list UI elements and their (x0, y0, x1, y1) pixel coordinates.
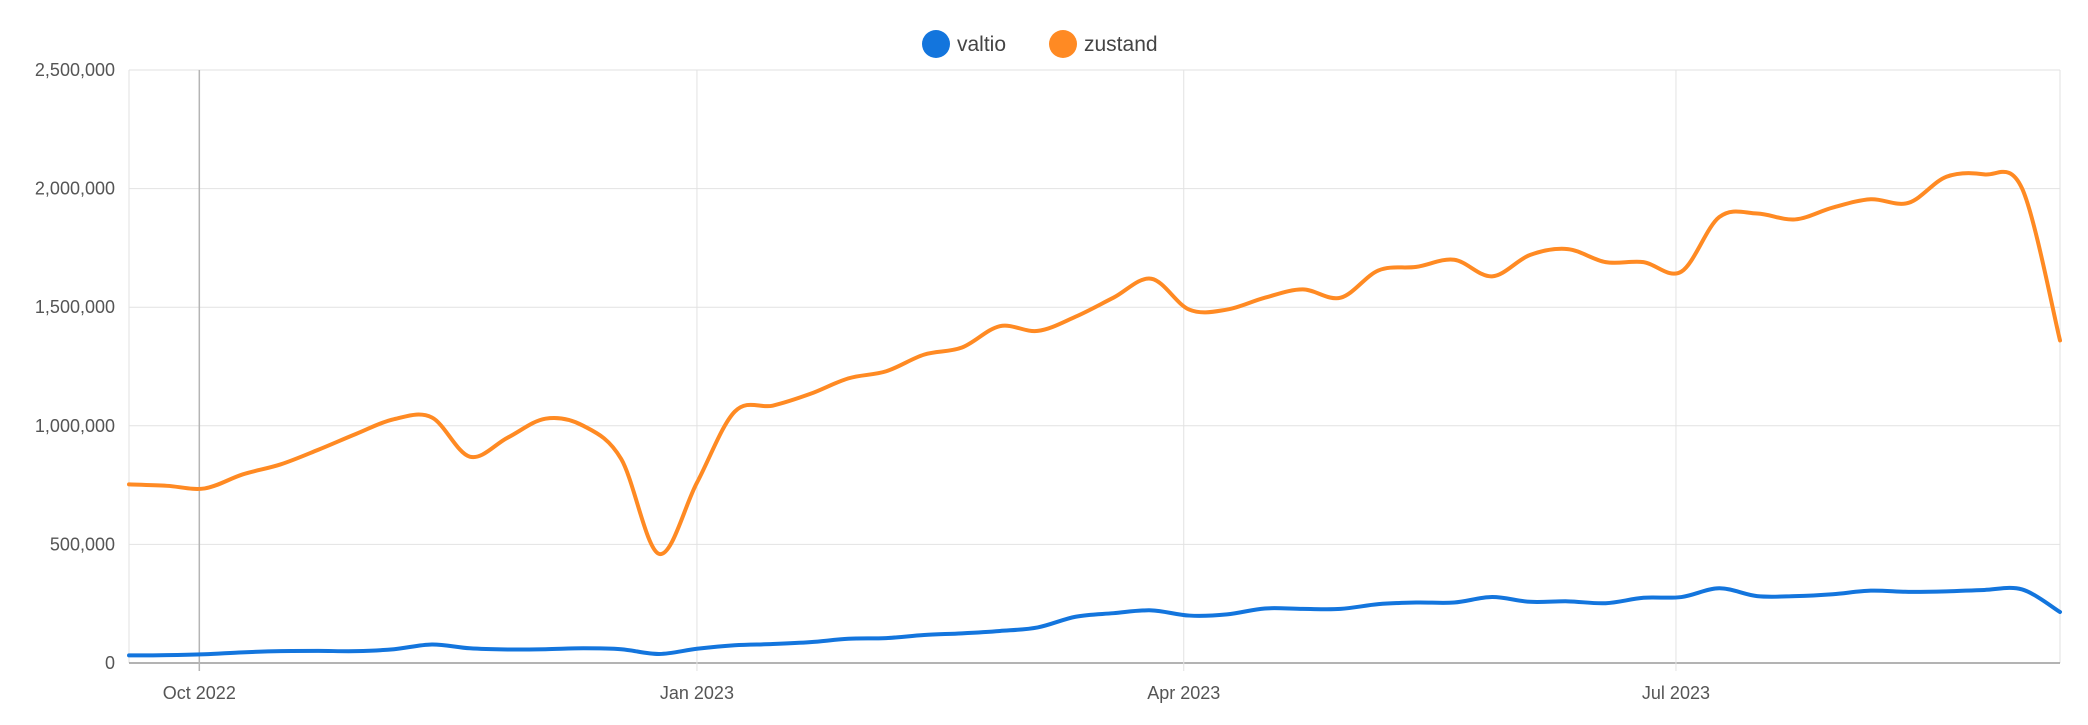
y-tick-label: 0 (105, 653, 115, 673)
legend: valtio zustand (922, 30, 1158, 58)
series-line-valtio (127, 585, 2062, 658)
series-line-zustand (127, 169, 2062, 556)
legend-swatch-zustand (1049, 30, 1077, 58)
legend-label-valtio: valtio (957, 33, 1006, 56)
legend-item-valtio[interactable]: valtio (922, 30, 1006, 58)
x-tick-label: Apr 2023 (1147, 683, 1220, 703)
y-tick-label: 1,000,000 (35, 416, 115, 436)
y-tick-label: 2,500,000 (35, 60, 115, 80)
y-axis: 0 500,000 1,000,000 1,500,000 2,000,000 2,500… (35, 60, 115, 673)
x-axis: Oct 2022 Jan 2023 Apr 2023 Jul 2023 (163, 683, 1710, 703)
legend-item-zustand[interactable]: zustand (1049, 30, 1158, 58)
grid (128, 69, 2061, 671)
x-tick-label: Oct 2022 (163, 683, 236, 703)
y-tick-label: 500,000 (50, 534, 115, 554)
series-lines (127, 169, 2062, 658)
x-tick-label: Jul 2023 (1642, 683, 1710, 703)
x-tick-label: Jan 2023 (660, 683, 734, 703)
y-tick-label: 2,000,000 (35, 179, 115, 199)
y-tick-label: 1,500,000 (35, 297, 115, 317)
legend-label-zustand: zustand (1084, 33, 1158, 56)
legend-swatch-valtio (922, 30, 950, 58)
